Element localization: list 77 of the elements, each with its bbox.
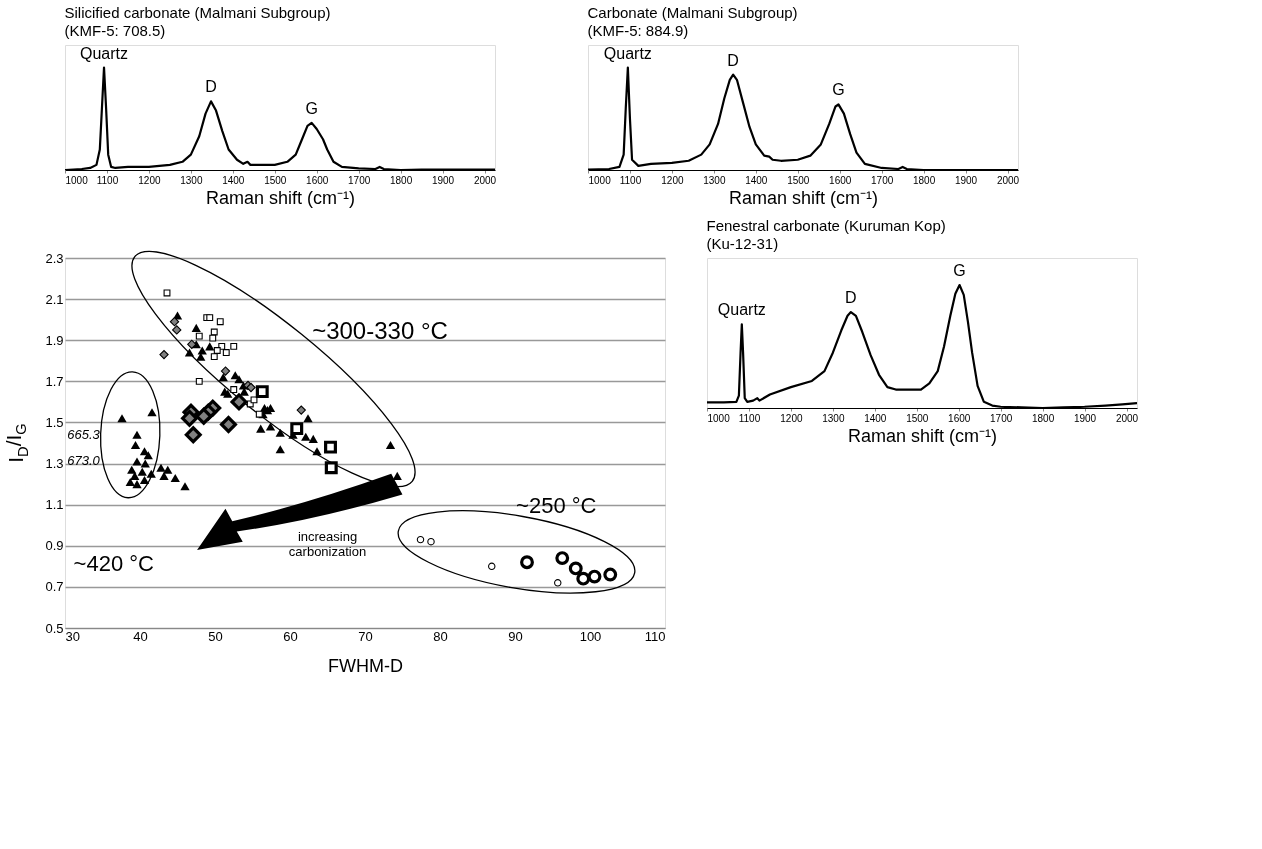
y-tick-label: 1.7 xyxy=(45,373,64,389)
x-tick-label: 1700 xyxy=(871,174,894,186)
chart-title: Fenestral carbonate (Kuruman Kop) xyxy=(706,217,946,234)
x-tick-label: 60 xyxy=(283,628,298,644)
y-tick-label: 0.7 xyxy=(45,579,64,595)
x-tick-label: 40 xyxy=(133,628,148,644)
y-tick-label: 1.5 xyxy=(45,414,64,430)
annotation: Quartz xyxy=(603,44,652,62)
x-tick-label: 1500 xyxy=(906,412,929,424)
x-tick-label: 2000 xyxy=(1115,412,1139,424)
annotation: Quartz xyxy=(80,44,129,62)
x-axis-title: Raman shift (cm⁻¹) xyxy=(728,187,879,208)
annotation: Quartz xyxy=(717,301,766,319)
x-tick-label: 110 xyxy=(644,628,666,644)
x-tick-label: 1100 xyxy=(619,174,642,186)
annotation: 673.0 xyxy=(67,453,101,469)
chart-title: Carbonate (Malmani Subgroup) xyxy=(587,4,798,21)
annotation: ~250 °C xyxy=(516,493,597,519)
x-tick-label: 1000 xyxy=(65,174,89,186)
x-tick-label: 1900 xyxy=(431,174,455,186)
x-tick-label: 2000 xyxy=(473,174,497,186)
chart-title: Silicified carbonate (Malmani Subgroup) xyxy=(64,4,331,21)
y-tick-label: 0.5 xyxy=(45,620,64,636)
y-tick-label: 1.1 xyxy=(45,497,64,513)
annotation: ~420 °C xyxy=(73,551,155,576)
x-tick-label: 80 xyxy=(433,628,448,644)
x-tick-label: 2000 xyxy=(996,174,1020,186)
x-tick-label: 1500 xyxy=(787,174,810,186)
x-tick-label: 1200 xyxy=(138,174,161,186)
x-tick-label: 100 xyxy=(579,628,602,644)
annotation: G xyxy=(305,99,318,117)
annotation: 665.3 xyxy=(67,426,101,442)
x-tick-label: 1300 xyxy=(180,174,203,186)
x-tick-label: 1400 xyxy=(745,174,768,186)
x-tick-label: 1400 xyxy=(222,174,245,186)
x-tick-label: 1200 xyxy=(780,412,803,424)
x-axis-title: FWHM-D xyxy=(328,655,403,676)
x-tick-label: 1100 xyxy=(738,412,761,424)
x-tick-label: 1000 xyxy=(707,412,731,424)
annotation: ~300-330 °C xyxy=(312,316,448,344)
chart-subtitle: (KMF-5: 884.9) xyxy=(587,22,689,39)
x-tick-label: 1800 xyxy=(389,174,413,186)
x-tick-label: 1800 xyxy=(1031,412,1055,424)
x-tick-label: 90 xyxy=(508,628,523,644)
x-tick-label: 1700 xyxy=(348,174,371,186)
y-tick-label: 1.3 xyxy=(45,456,64,472)
x-tick-label: 30 xyxy=(65,628,80,644)
y-tick-label: 2.1 xyxy=(45,291,64,307)
x-tick-label: 1600 xyxy=(306,174,329,186)
y-tick-label: 0.9 xyxy=(45,538,64,554)
x-tick-label: 50 xyxy=(208,628,223,644)
x-tick-label: 1700 xyxy=(990,412,1013,424)
x-tick-label: 1000 xyxy=(588,174,612,186)
x-axis-title: Raman shift (cm⁻¹) xyxy=(205,187,356,208)
x-tick-label: 1800 xyxy=(912,174,936,186)
chart-subtitle: (Ku-12-31) xyxy=(706,235,779,252)
x-tick-label: 1600 xyxy=(948,412,971,424)
x-tick-label: 1200 xyxy=(661,174,684,186)
x-tick-label: 70 xyxy=(358,628,373,644)
y-tick-label: 2.3 xyxy=(45,250,64,266)
annotation: D xyxy=(727,51,739,69)
annotation: D xyxy=(205,78,217,96)
x-tick-label: 1300 xyxy=(822,412,845,424)
x-tick-label: 1900 xyxy=(954,174,978,186)
x-tick-label: 1100 xyxy=(96,174,119,186)
annotation: G xyxy=(953,262,966,280)
x-tick-label: 1900 xyxy=(1073,412,1097,424)
x-tick-label: 1300 xyxy=(703,174,726,186)
chart-subtitle: (KMF-5: 708.5) xyxy=(64,22,166,39)
x-tick-label: 1500 xyxy=(264,174,287,186)
x-tick-label: 1400 xyxy=(864,412,887,424)
annotation: increasing carbonization xyxy=(288,529,367,560)
y-tick-label: 1.9 xyxy=(45,332,64,348)
x-tick-label: 1600 xyxy=(829,174,852,186)
x-axis-title: Raman shift (cm⁻¹) xyxy=(847,425,998,446)
annotation: G xyxy=(832,81,845,99)
annotation: D xyxy=(845,289,857,307)
